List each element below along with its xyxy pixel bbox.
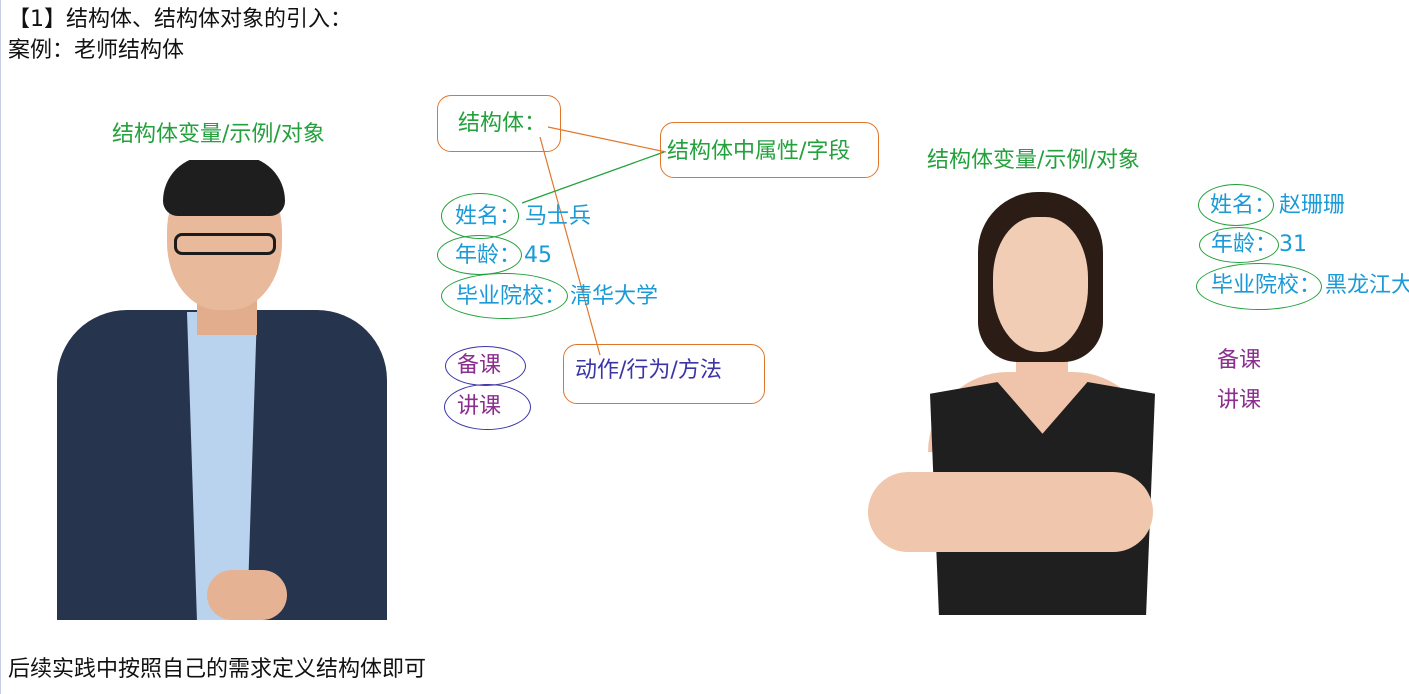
face-shape (993, 217, 1088, 352)
teacher2-age-key: 年龄： (1211, 232, 1278, 257)
teacher2-name-key: 姓名： (1210, 193, 1277, 218)
teacher2-school-key: 毕业院校： (1211, 273, 1322, 298)
methods-label-box (563, 344, 765, 404)
teacher1-age-value: 45 (524, 243, 552, 268)
struct-label: 结构体： (458, 111, 547, 136)
teacher1-school-key: 毕业院校： (456, 284, 567, 309)
teacher2-action1: 备课 (1217, 348, 1262, 373)
teacher2-action2: 讲课 (1217, 388, 1262, 413)
case-label: 案例：老师结构体 (8, 38, 185, 63)
glasses-shape (174, 233, 276, 255)
action2-oval (444, 384, 531, 430)
teacher2-age-key-oval (1199, 227, 1279, 263)
teacher2-name-key-oval (1198, 184, 1274, 226)
right-instance-caption: 结构体变量/示例/对象 (927, 148, 1140, 173)
female-teacher-photo (868, 192, 1158, 615)
hands-shape (207, 570, 287, 620)
teacher2-age-value: 31 (1279, 232, 1307, 257)
teacher1-age-key: 年龄： (455, 243, 522, 268)
school-key-oval (441, 273, 568, 319)
teacher1-action2: 讲课 (457, 394, 502, 419)
page-left-border (0, 0, 1, 694)
teacher2-name-value: 赵珊珊 (1279, 193, 1346, 218)
shirt-shape (187, 312, 257, 620)
fields-label-box (660, 122, 879, 178)
teacher1-name-key: 姓名： (455, 204, 522, 229)
hair-shape (163, 160, 285, 216)
teacher1-school-value: 清华大学 (570, 284, 659, 309)
teacher1-name-value: 马士兵 (525, 204, 592, 229)
methods-label: 动作/行为/方法 (575, 358, 722, 383)
section-heading: 【1】结构体、结构体对象的引入： (8, 7, 352, 32)
footer-note: 后续实践中按照自己的需求定义结构体即可 (8, 657, 427, 682)
crossed-arms-shape (868, 472, 1153, 552)
struct-label-box (437, 95, 561, 152)
teacher1-action1: 备课 (457, 353, 502, 378)
teacher2-school-value: 黑龙江大 (1325, 273, 1409, 298)
male-teacher-photo (57, 160, 387, 620)
teacher2-school-key-oval (1196, 263, 1322, 310)
fields-label: 结构体中属性/字段 (667, 139, 851, 164)
left-instance-caption: 结构体变量/示例/对象 (112, 122, 325, 147)
